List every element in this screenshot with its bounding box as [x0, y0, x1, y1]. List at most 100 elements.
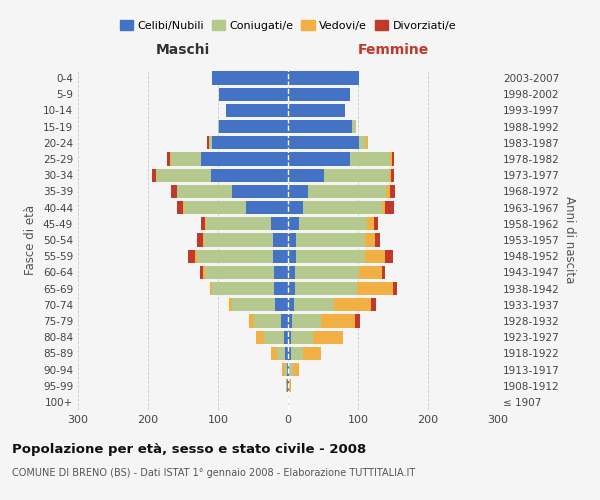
Bar [365, 250, 385, 263]
Bar [374, 217, 377, 230]
Bar [184, 201, 246, 214]
Bar [264, 330, 284, 344]
Bar [205, 217, 206, 230]
Bar [288, 185, 308, 198]
Bar [334, 298, 371, 312]
Bar [392, 152, 394, 166]
Text: Maschi: Maschi [156, 43, 210, 57]
Bar [271, 217, 288, 230]
Bar [246, 201, 288, 214]
Bar [218, 120, 220, 134]
Bar [289, 363, 293, 376]
Bar [285, 346, 288, 360]
Bar [204, 234, 272, 246]
Bar [295, 282, 356, 295]
Bar [393, 282, 397, 295]
Bar [152, 168, 155, 182]
Bar [249, 314, 254, 328]
Bar [287, 363, 288, 376]
Bar [171, 152, 200, 166]
Bar [197, 250, 272, 263]
Bar [389, 168, 391, 182]
Bar [391, 168, 394, 182]
Bar [288, 201, 304, 214]
Legend: Celibi/Nubili, Coniugati/e, Vedovi/e, Divorziati/e: Celibi/Nubili, Coniugati/e, Vedovi/e, Di… [115, 16, 461, 36]
Bar [220, 88, 288, 101]
Bar [275, 298, 288, 312]
Bar [256, 330, 264, 344]
Bar [350, 152, 390, 166]
Text: Popolazione per età, sesso e stato civile - 2008: Popolazione per età, sesso e stato civil… [12, 442, 366, 456]
Bar [156, 168, 157, 182]
Bar [288, 136, 359, 149]
Bar [197, 234, 203, 246]
Bar [385, 201, 394, 214]
Bar [183, 201, 184, 214]
Bar [352, 120, 356, 134]
Bar [210, 282, 212, 295]
Bar [277, 346, 285, 360]
Bar [226, 104, 288, 117]
Bar [291, 346, 304, 360]
Bar [359, 136, 367, 149]
Bar [313, 330, 343, 344]
Bar [157, 168, 211, 182]
Bar [291, 330, 313, 344]
Bar [272, 234, 288, 246]
Bar [325, 168, 389, 182]
Bar [367, 136, 368, 149]
Bar [288, 152, 350, 166]
Bar [176, 185, 178, 198]
Bar [288, 266, 295, 279]
Bar [288, 120, 352, 134]
Bar [367, 217, 374, 230]
Bar [289, 379, 291, 392]
Bar [293, 298, 334, 312]
Bar [200, 152, 288, 166]
Bar [390, 152, 392, 166]
Bar [203, 266, 205, 279]
Bar [178, 185, 232, 198]
Bar [288, 72, 359, 85]
Bar [201, 217, 205, 230]
Bar [355, 314, 360, 328]
Bar [229, 298, 232, 312]
Bar [295, 266, 359, 279]
Bar [274, 266, 288, 279]
Y-axis label: Fasce di età: Fasce di età [25, 205, 37, 275]
Bar [296, 234, 365, 246]
Bar [371, 298, 376, 312]
Bar [195, 250, 197, 263]
Bar [288, 217, 299, 230]
Bar [254, 314, 281, 328]
Bar [288, 168, 325, 182]
Bar [288, 298, 293, 312]
Bar [208, 136, 209, 149]
Bar [288, 330, 291, 344]
Bar [365, 234, 375, 246]
Bar [220, 120, 288, 134]
Bar [375, 234, 380, 246]
Text: Femmine: Femmine [358, 43, 428, 57]
Bar [203, 234, 204, 246]
Bar [389, 185, 395, 198]
Y-axis label: Anni di nascita: Anni di nascita [563, 196, 576, 284]
Bar [288, 346, 291, 360]
Bar [359, 266, 382, 279]
Bar [212, 136, 288, 149]
Bar [282, 363, 284, 376]
Bar [206, 217, 271, 230]
Bar [200, 266, 203, 279]
Bar [288, 379, 289, 392]
Bar [167, 152, 170, 166]
Bar [212, 282, 274, 295]
Bar [232, 298, 275, 312]
Bar [386, 185, 389, 198]
Bar [212, 72, 288, 85]
Bar [288, 88, 350, 101]
Bar [171, 185, 176, 198]
Bar [288, 314, 292, 328]
Bar [284, 330, 288, 344]
Bar [272, 250, 288, 263]
Bar [232, 185, 288, 198]
